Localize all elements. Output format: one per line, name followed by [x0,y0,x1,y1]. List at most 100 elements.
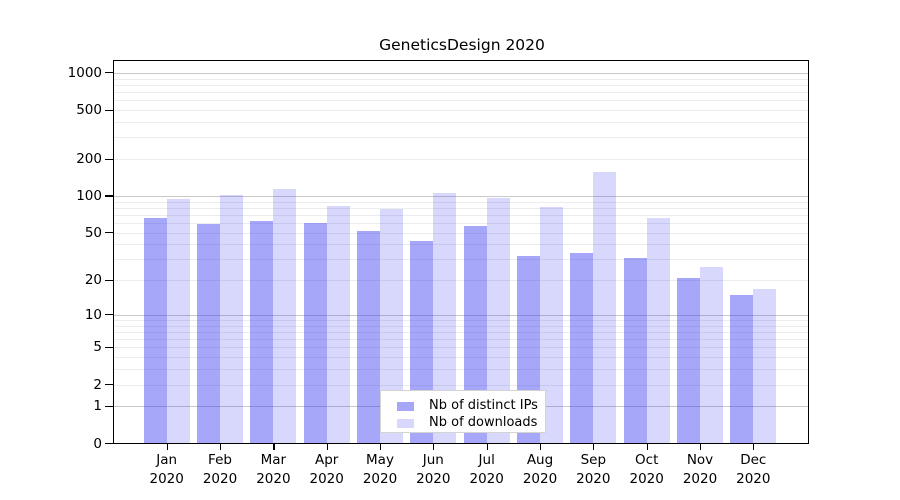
gridline-minor-40 [114,244,809,246]
y-tick-label-1: 1 [93,398,102,415]
bar-distinct-ips-mar [250,221,274,444]
y-tick-mark-500 [105,109,113,111]
gridline-minor-7 [114,332,809,333]
bar-distinct-ips-dec [730,294,754,444]
plot-border [113,60,809,444]
gridline-minor-900 [114,78,809,80]
legend-row-downloads: Nb of downloads [381,414,545,432]
y-tick-mark-0 [105,442,113,445]
x-tick-mark-feb [220,444,222,450]
gridline-major-1000 [114,72,809,74]
y-tick-label-1000: 1000 [67,64,102,81]
gridline-minor-50 [114,232,809,234]
bar-distinct-ips-apr [303,223,327,444]
y-tick-mark-1000 [105,72,113,74]
x-tick-label-dec: Dec 2020 [736,452,771,487]
x-tick-mark-oct [646,444,648,450]
gridline-minor-800 [114,84,809,86]
x-tick-mark-jan [166,444,168,450]
legend-swatch-distinct-ips [397,402,414,411]
bar-downloads-dec [753,288,777,444]
gridline-minor-400 [114,122,809,123]
y-tick-mark-5 [105,346,113,348]
legend-label-downloads: Nb of downloads [429,415,538,430]
gridline-minor-600 [114,100,809,102]
x-tick-label-nov: Nov 2020 [682,452,718,487]
gridline-minor-700 [114,92,809,94]
bar-downloads-may [380,208,403,444]
gridline-minor-200 [114,159,809,161]
x-tick-mark-aug [540,444,542,450]
bar-distinct-ips-oct [623,257,647,444]
gridline-minor-8 [114,325,809,327]
gridline-major-10 [114,314,809,316]
gridline-minor-70 [114,214,809,216]
chart-title: GeneticsDesign 2020 [379,36,545,54]
legend-row-distinct-ips: Nb of distinct IPs [381,397,545,415]
gridline-minor-4 [114,357,809,359]
x-tick-label-may: May 2020 [362,452,398,487]
y-tick-label-100: 100 [76,188,102,204]
x-tick-label-feb: Feb 2020 [202,452,238,487]
x-tick-mark-dec [753,444,755,450]
y-tick-mark-2 [105,384,113,386]
bar-downloads-apr [326,205,350,444]
y-tick-mark-50 [105,232,113,234]
gridline-minor-3 [114,369,809,371]
y-tick-label-5: 5 [93,339,102,356]
gridline-minor-500 [114,110,809,112]
x-tick-mark-jul [486,444,488,450]
gridline-minor-60 [114,223,809,224]
legend-swatch-downloads [397,419,414,428]
bar-distinct-ips-jan [143,218,167,444]
bar-downloads-aug [540,206,563,444]
bar-distinct-ips-feb [197,223,220,444]
y-tick-label-20: 20 [84,272,102,289]
gridline-minor-20 [114,280,809,282]
bar-downloads-nov [700,266,723,444]
y-tick-mark-200 [105,158,113,160]
gridline-minor-90 [114,201,809,203]
legend: Nb of distinct IPs Nb of downloads [380,390,546,433]
x-tick-label-mar: Mar 2020 [256,452,291,487]
gridline-minor-30 [114,259,809,261]
x-tick-mark-may [380,444,382,450]
x-tick-mark-jun [433,444,435,450]
y-tick-mark-10 [105,314,113,316]
bar-downloads-feb [220,194,243,444]
bar-downloads-jan [166,198,190,444]
y-tick-label-0: 0 [93,435,102,452]
x-tick-label-jan: Jan 2020 [149,452,184,487]
bar-downloads-jul [486,198,510,444]
y-tick-label-200: 200 [76,151,102,168]
bar-downloads-jun [433,193,457,444]
x-tick-mark-sep [593,444,595,450]
x-tick-label-jul: Jul 2020 [469,452,504,487]
gridline-minor-9 [114,320,809,321]
y-tick-mark-20 [105,279,113,281]
y-tick-mark-1 [105,405,113,407]
gridline-minor-5 [114,347,809,349]
bar-distinct-ips-jul [463,225,487,444]
bar-distinct-ips-nov [677,277,700,444]
x-tick-label-jun: Jun 2020 [416,452,451,487]
x-tick-mark-apr [326,444,328,450]
bar-downloads-mar [273,188,297,444]
gridline-minor-2 [114,384,809,386]
gridline-major-100 [114,196,809,197]
x-tick-mark-nov [700,444,702,450]
bar-downloads-oct [646,218,670,444]
x-tick-label-sep: Sep 2020 [576,452,611,487]
y-tick-mark-100 [105,195,113,197]
x-tick-label-oct: Oct 2020 [629,452,664,487]
gridline-minor-6 [114,339,809,341]
x-tick-mark-mar [273,444,275,450]
bar-distinct-ips-sep [570,252,594,444]
gridline-minor-300 [114,137,809,139]
gridline-minor-80 [114,207,809,209]
x-tick-label-apr: Apr 2020 [309,452,344,487]
y-tick-label-10: 10 [84,306,102,323]
legend-label-distinct-ips: Nb of distinct IPs [429,398,538,413]
y-tick-label-500: 500 [76,102,102,119]
